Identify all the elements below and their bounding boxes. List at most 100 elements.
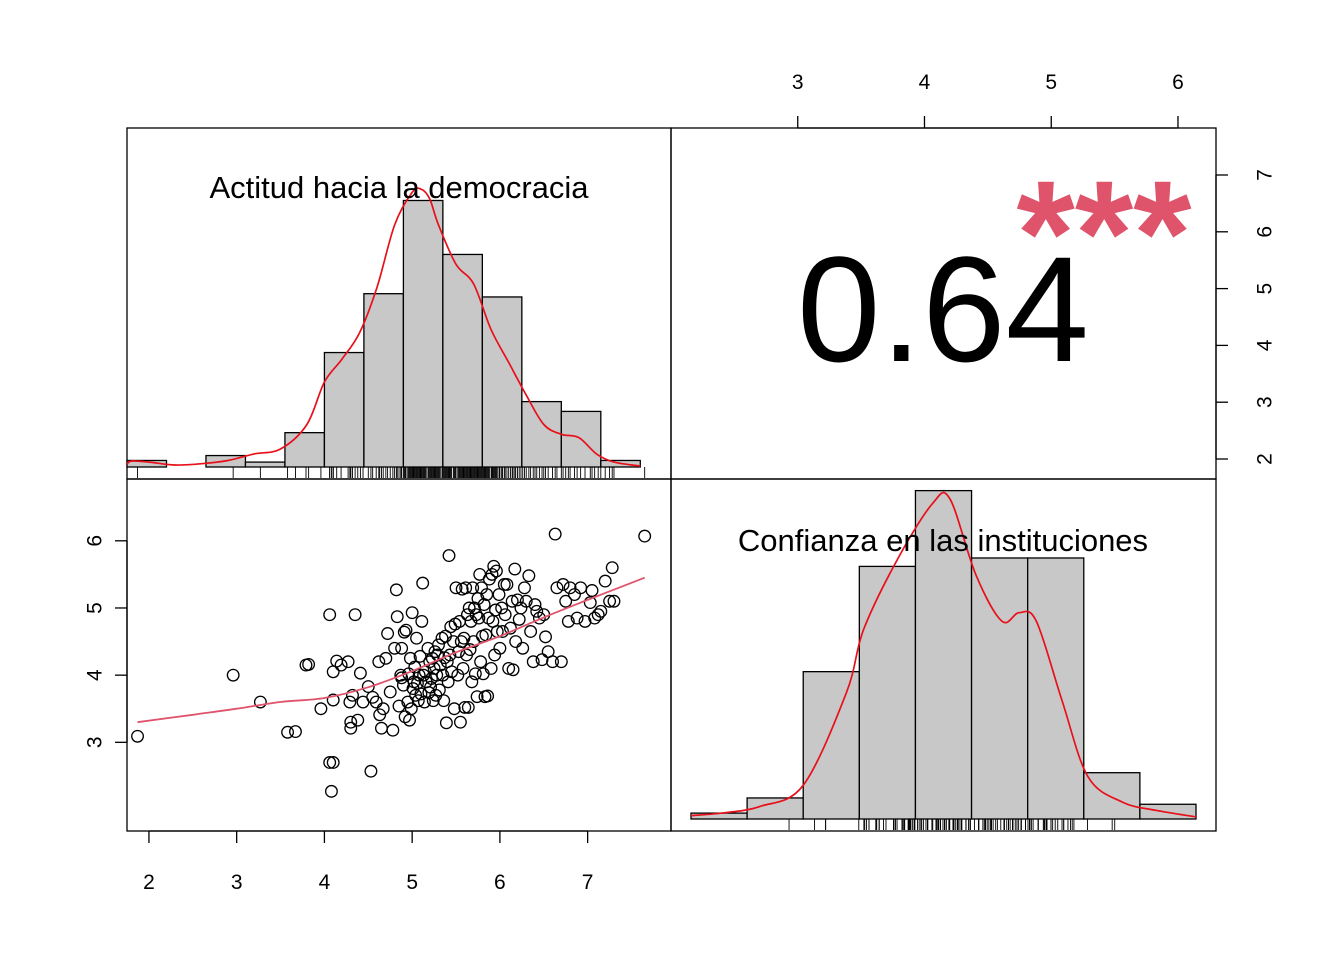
scatter-point: [583, 596, 597, 610]
scatter-point: [414, 687, 428, 701]
density-curve-actitud: [126, 187, 641, 467]
hist-bar-actitud: [481, 296, 523, 468]
bottom-axis-tick-label: 4: [319, 871, 331, 894]
loess-line: [137, 576, 646, 724]
scatter-point: [410, 631, 423, 645]
scatter-point: [323, 756, 337, 769]
scatter-point: [401, 695, 415, 709]
scatter-point: [323, 608, 337, 622]
scatter-point: [493, 641, 507, 655]
scatter-point: [495, 601, 509, 615]
scatter-point: [386, 723, 400, 737]
left-axis-tick-label: 5: [83, 602, 106, 614]
top-axis-tick-label: 4: [919, 71, 931, 94]
scatter-point: [453, 715, 467, 729]
scatter-point: [561, 614, 575, 628]
panel-frame-bottom-right: [670, 478, 1217, 832]
scatter-point: [389, 583, 403, 597]
scatter-point: [456, 661, 470, 675]
scatter-point: [326, 693, 340, 707]
scatter-point: [372, 655, 386, 669]
scatter-point: [454, 635, 468, 649]
scatter-point: [530, 604, 544, 618]
scatter-point: [326, 756, 340, 769]
left-axis-tick-label: 6: [83, 535, 106, 547]
scatter-point: [449, 581, 463, 595]
scatter-panel: [131, 527, 652, 798]
histogram-confianza: [690, 489, 1197, 830]
scatter-point: [432, 638, 445, 652]
scatter-point: [503, 621, 517, 635]
scatter-point: [465, 675, 479, 689]
hist-bar-confianza: [1083, 772, 1141, 820]
scatter-point: [442, 549, 456, 563]
scatter-point: [399, 623, 413, 637]
scatter-point: [376, 702, 390, 716]
scatter-point: [511, 593, 524, 607]
scatter-point: [591, 608, 605, 622]
scatter-point: [351, 713, 365, 727]
scatter-point: [607, 594, 621, 608]
scatter-point: [526, 655, 540, 669]
scatter-point: [437, 694, 451, 708]
scatter-point: [344, 721, 358, 735]
hist-bar-actitud: [363, 293, 405, 468]
right-axis-tick-label: 5: [1253, 283, 1276, 295]
scatter-point: [388, 641, 402, 655]
scatter-point: [416, 576, 430, 590]
scatter-point: [289, 725, 302, 739]
scatter-point: [498, 608, 512, 622]
scatter-point: [508, 562, 522, 576]
scatter-point: [324, 784, 338, 798]
scatter-point: [405, 606, 419, 620]
scatter-point: [397, 625, 411, 639]
bottom-axis-tick-label: 5: [406, 871, 418, 894]
hist-bar-actitud: [402, 199, 444, 468]
scatter-point: [485, 567, 499, 581]
hist-bar-confianza: [1139, 803, 1197, 820]
scatter-point: [528, 598, 542, 612]
scatter-point: [480, 588, 494, 601]
scatter-point: [131, 729, 144, 743]
right-axis-tick-label: 7: [1253, 169, 1276, 181]
scatter-point: [594, 604, 608, 618]
scatter-point: [341, 655, 355, 669]
scatter-point: [383, 685, 397, 699]
bottom-axis-tick-label: 3: [231, 871, 243, 894]
scatter-point: [447, 702, 461, 716]
top-axis-tick-label: 3: [792, 71, 804, 94]
scatter-point: [505, 594, 519, 608]
scatter-point: [346, 688, 359, 702]
hist-bar-confianza: [914, 489, 973, 820]
top-axis-tick-label: 6: [1172, 71, 1184, 94]
significance-stars: ***: [1016, 149, 1192, 317]
scatter-point: [598, 574, 612, 588]
scatter-point: [413, 649, 427, 663]
axes: 2 3 4 5 6 7 3 4 5 6 3 4 5 6 2 3 4 5 6 7: [83, 71, 1276, 894]
scatter-point: [411, 694, 425, 708]
scatter-point: [472, 611, 486, 625]
scatter-point: [461, 700, 475, 714]
scatter-point: [638, 529, 652, 543]
scatter-point: [415, 614, 429, 628]
right-axis-tick-label: 4: [1253, 339, 1276, 351]
scatter-point: [519, 594, 533, 608]
scatter-point: [364, 764, 378, 778]
scatter-point: [466, 581, 480, 595]
scatter-point: [344, 715, 358, 729]
scatter-point: [432, 683, 446, 697]
scatter-point: [585, 584, 599, 597]
hist-bar-actitud: [244, 461, 286, 468]
scatter-point: [334, 658, 348, 672]
scatter-point: [373, 708, 387, 722]
scatter-point: [458, 700, 472, 714]
scatter-point: [548, 527, 562, 541]
scatter-point: [559, 594, 573, 608]
right-axis-tick-label: 2: [1253, 453, 1276, 465]
scatter-point: [474, 655, 488, 669]
hist-bar-confianza: [1027, 557, 1085, 820]
scatter-point: [477, 598, 491, 612]
scatter-point: [550, 581, 564, 595]
